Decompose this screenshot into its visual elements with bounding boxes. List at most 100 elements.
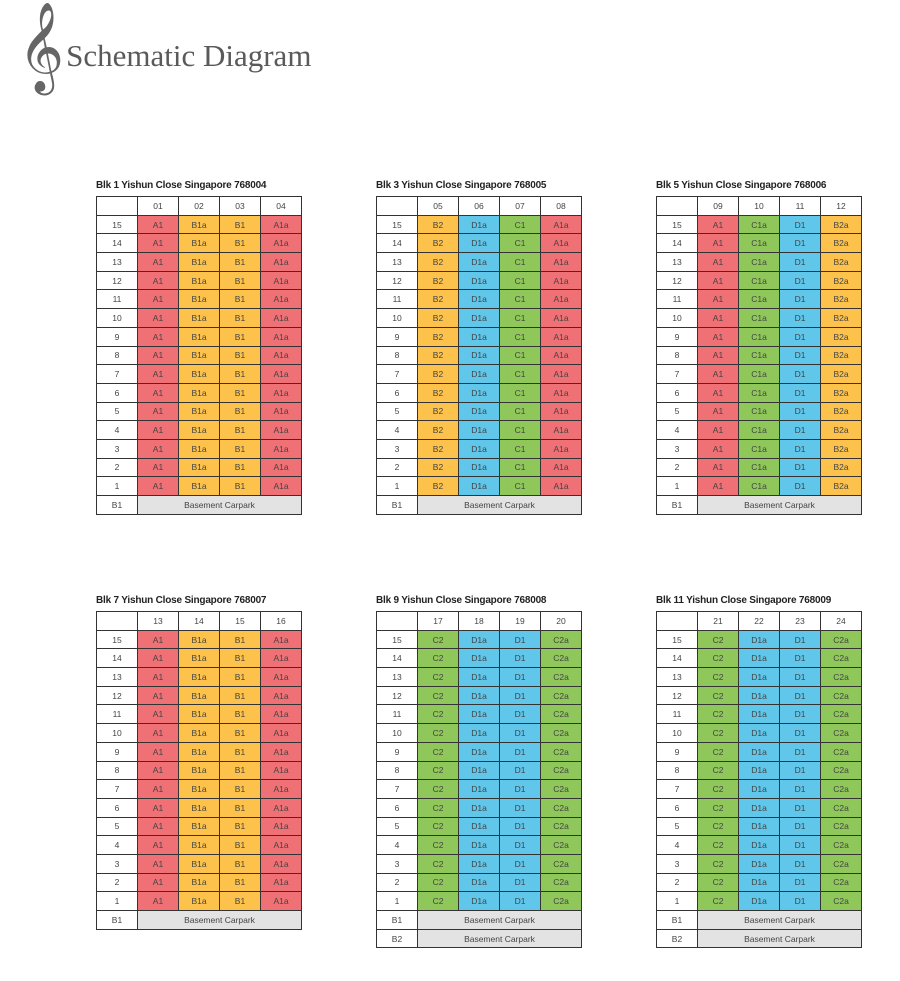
unit-type-cell: C2 bbox=[697, 704, 739, 725]
floor-row: 15 A1 C1a D1 B2a bbox=[656, 214, 862, 235]
unit-type-cell: A1 bbox=[137, 457, 179, 478]
floor-label: 9 bbox=[656, 326, 698, 347]
unit-type-cell: D1a bbox=[738, 629, 780, 650]
floor-label: 12 bbox=[96, 685, 138, 706]
floor-row: 4 A1 B1a B1 A1a bbox=[96, 835, 302, 855]
block-title: Blk 11 Yishun Close Singapore 768009 bbox=[656, 595, 832, 606]
unit-type-cell: A1 bbox=[137, 401, 179, 422]
unit-type-cell: A1a bbox=[540, 252, 582, 272]
unit-type-cell: D1 bbox=[779, 629, 821, 650]
unit-type-cell: B1a bbox=[178, 741, 220, 762]
unit-type-cell: B1a bbox=[178, 345, 220, 366]
floor-label: 5 bbox=[656, 816, 698, 837]
floor-label: B1 bbox=[656, 910, 698, 930]
floor-label: 10 bbox=[96, 723, 138, 743]
unit-type-cell: C2a bbox=[820, 667, 862, 687]
unit-number: 22 bbox=[738, 611, 780, 631]
floor-label: 6 bbox=[96, 382, 138, 403]
unit-type-cell: D1a bbox=[458, 308, 500, 328]
unit-type-cell: B1a bbox=[178, 853, 220, 874]
floor-label: 12 bbox=[376, 270, 418, 291]
unit-type-cell: A1 bbox=[137, 667, 179, 687]
unit-type-cell: B1 bbox=[219, 252, 261, 272]
unit-type-cell: C1 bbox=[499, 233, 541, 254]
unit-type-cell: D1 bbox=[779, 760, 821, 781]
floor-label: B1 bbox=[96, 495, 138, 515]
unit-type-cell: B1 bbox=[219, 345, 261, 366]
floor-row: 15 A1 B1a B1 A1a bbox=[96, 214, 302, 235]
floor-label: 6 bbox=[376, 382, 418, 403]
floor-row: 4 A1 B1a B1 A1a bbox=[96, 420, 302, 440]
floor-row: 9 B2 D1a C1 A1a bbox=[376, 326, 582, 347]
unit-type-cell: B1 bbox=[219, 760, 261, 781]
unit-type-cell: D1a bbox=[738, 835, 780, 855]
unit-table: 13 14 15 16 15 A1 B1a B1 A1a 14 A1 B1a B1 A1a 13 A1 B1a B… bbox=[96, 611, 302, 930]
unit-type-cell: A1a bbox=[260, 760, 302, 781]
unit-type-cell: A1 bbox=[137, 476, 179, 496]
floor-row: 6 C2 D1a D1 C2a bbox=[376, 797, 582, 818]
floor-row: 3 A1 B1a B1 A1a bbox=[96, 438, 302, 459]
unit-type-cell: B1 bbox=[219, 816, 261, 837]
floor-label: 12 bbox=[376, 685, 418, 706]
unit-type-cell: A1a bbox=[260, 382, 302, 403]
floor-row: 2 A1 B1a B1 A1a bbox=[96, 457, 302, 478]
unit-type-cell: D1a bbox=[738, 741, 780, 762]
unit-type-cell: B1 bbox=[219, 872, 261, 893]
floor-row: 5 A1 C1a D1 B2a bbox=[656, 401, 862, 422]
floor-label: 8 bbox=[96, 760, 138, 781]
unit-type-cell: B1a bbox=[178, 816, 220, 837]
unit-type-cell: C1 bbox=[499, 252, 541, 272]
floor-label: 2 bbox=[376, 872, 418, 893]
unit-type-cell: A1 bbox=[137, 345, 179, 366]
unit-type-cell: D1a bbox=[458, 420, 500, 440]
floor-row: 3 C2 D1a D1 C2a bbox=[656, 853, 862, 874]
unit-type-cell: A1 bbox=[697, 345, 739, 366]
floor-label: 12 bbox=[96, 270, 138, 291]
unit-type-cell: D1a bbox=[458, 233, 500, 254]
unit-type-cell: A1 bbox=[137, 741, 179, 762]
floor-label: 14 bbox=[656, 648, 698, 669]
unit-type-cell: C1 bbox=[499, 401, 541, 422]
unit-type-cell: C2 bbox=[697, 835, 739, 855]
floor-row: 12 C2 D1a D1 C2a bbox=[376, 685, 582, 706]
floor-row: 1 C2 D1a D1 C2a bbox=[376, 891, 582, 911]
unit-type-cell: C1 bbox=[499, 289, 541, 310]
unit-type-cell: C2a bbox=[540, 667, 582, 687]
floor-label: 4 bbox=[656, 835, 698, 855]
unit-type-cell: B1a bbox=[178, 401, 220, 422]
block-title: Blk 5 Yishun Close Singapore 768006 bbox=[656, 180, 827, 191]
unit-type-cell: A1a bbox=[540, 214, 582, 235]
unit-type-cell: B1a bbox=[178, 326, 220, 347]
unit-type-cell: A1 bbox=[137, 779, 179, 799]
unit-type-cell: C1 bbox=[499, 345, 541, 366]
unit-type-cell: B1a bbox=[178, 872, 220, 893]
unit-number: 14 bbox=[178, 611, 220, 631]
unit-type-cell: A1a bbox=[540, 401, 582, 422]
floor-label: 2 bbox=[376, 457, 418, 478]
floor-label: 9 bbox=[656, 741, 698, 762]
unit-type-cell: D1 bbox=[499, 648, 541, 669]
floor-label: 13 bbox=[96, 252, 138, 272]
unit-type-cell: B2 bbox=[417, 326, 459, 347]
corner-cell bbox=[376, 611, 418, 631]
unit-type-cell: B1 bbox=[219, 853, 261, 874]
unit-type-cell: D1 bbox=[779, 891, 821, 911]
unit-number: 18 bbox=[458, 611, 500, 631]
header-row: 17 18 19 20 bbox=[376, 611, 582, 631]
unit-type-cell: B2a bbox=[820, 252, 862, 272]
floor-label: 12 bbox=[656, 270, 698, 291]
unit-type-cell: B1 bbox=[219, 723, 261, 743]
unit-type-cell: A1 bbox=[137, 420, 179, 440]
unit-type-cell: D1 bbox=[779, 289, 821, 310]
floor-row: 6 A1 B1a B1 A1a bbox=[96, 797, 302, 818]
basement-cell: Basement Carpark bbox=[417, 495, 582, 515]
unit-type-cell: B1a bbox=[178, 797, 220, 818]
unit-type-cell: C1 bbox=[499, 420, 541, 440]
floor-row: 7 A1 B1a B1 A1a bbox=[96, 779, 302, 799]
unit-type-cell: D1a bbox=[738, 648, 780, 669]
unit-type-cell: C2 bbox=[697, 816, 739, 837]
unit-type-cell: B2a bbox=[820, 457, 862, 478]
floor-row: 11 B2 D1a C1 A1a bbox=[376, 289, 582, 310]
floor-row: 14 B2 D1a C1 A1a bbox=[376, 233, 582, 254]
floor-row: 8 C2 D1a D1 C2a bbox=[376, 760, 582, 781]
